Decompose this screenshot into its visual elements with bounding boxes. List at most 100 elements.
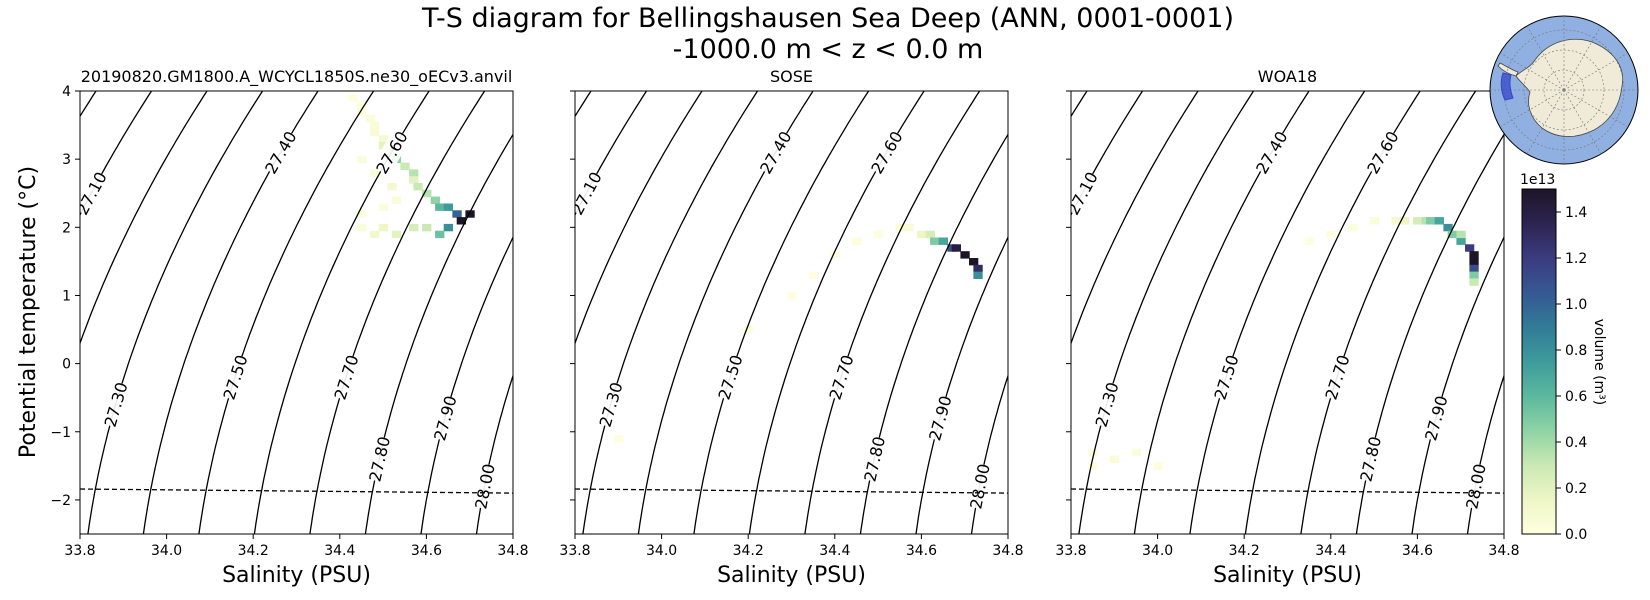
heatmap-cell	[456, 217, 466, 225]
heatmap-cell	[357, 108, 367, 116]
inset-map	[1489, 15, 1639, 165]
heatmap-cell	[378, 223, 389, 232]
panel-2: 27.10 27.30 27.40 27.50 27.60 27.70 27.80 27.90…	[559, 67, 1023, 588]
heatmap-cell	[973, 264, 983, 273]
colorbar-tick-label: 1.2	[1565, 251, 1587, 267]
panel-title: WOA18	[1258, 67, 1317, 86]
panels: 27.10 27.30 27.40 27.50 27.60 27.70 27.80 27.90…	[50, 67, 1519, 588]
colorbar-gradient	[1521, 188, 1557, 535]
contour-label: 27.50	[1210, 353, 1242, 402]
x-axis-label: Salinity (PSU)	[717, 563, 866, 588]
x-tick-label: 34.4	[819, 543, 850, 559]
heatmap-cell	[391, 196, 402, 204]
contour-label: 27.90	[430, 394, 460, 443]
contour-label: 27.70	[330, 353, 362, 402]
heatmap-cell	[357, 223, 367, 232]
contour-label: 27.40	[1252, 128, 1291, 177]
heatmap-cell	[787, 292, 797, 300]
colorbar-tick-label: 0.4	[1565, 435, 1587, 451]
x-tick-label: 33.8	[1055, 543, 1086, 559]
heatmap-cell	[614, 435, 624, 443]
density-contour	[1411, 235, 1504, 534]
heatmap-cell	[917, 230, 927, 239]
antarctica-land	[1515, 38, 1624, 137]
heatmap-cell	[409, 176, 419, 184]
contour-label: 27.10	[1063, 169, 1101, 218]
antarctic-peninsula	[1497, 62, 1519, 77]
heatmap-cell	[1326, 230, 1336, 239]
contour-label: 27.90	[1421, 394, 1451, 443]
contour-label: 27.60	[1363, 128, 1402, 177]
heatmap-cell	[365, 114, 376, 123]
density-contour	[804, 91, 981, 534]
heatmap-cell	[873, 230, 884, 239]
y-tick-label: 0	[62, 357, 71, 373]
density-contour	[575, 91, 703, 346]
y-tick-label: 4	[62, 84, 71, 100]
heatmap-cell	[1110, 455, 1120, 463]
contour-label: 27.80	[1356, 435, 1385, 484]
heatmap-cell	[1456, 237, 1466, 245]
heatmap-cell	[370, 169, 380, 177]
density-contour	[475, 373, 513, 534]
heatmap-cell	[1426, 217, 1436, 225]
freezing-line	[1071, 488, 1504, 494]
plot-frame	[574, 90, 1009, 535]
colorbar-tick-label: 1.0	[1565, 297, 1587, 313]
x-tick-label: 34.0	[646, 543, 677, 559]
heatmap-cell	[465, 210, 475, 218]
heatmap-cell	[925, 230, 935, 239]
density-contour	[198, 91, 375, 534]
y-tick-label: 3	[62, 152, 71, 168]
freezing-line	[80, 488, 513, 494]
density-contour	[575, 91, 648, 217]
heatmap-cell	[422, 223, 432, 232]
x-tick-label: 34.2	[733, 543, 764, 559]
x-axis-label: Salinity (PSU)	[222, 563, 371, 588]
heatmap-cell	[1088, 462, 1098, 470]
x-tick-label: 34.6	[1402, 543, 1433, 559]
contour-label: 27.40	[756, 128, 795, 177]
contour-label: 27.40	[261, 128, 300, 177]
x-tick-label: 34.4	[324, 543, 355, 559]
density-contour	[1071, 91, 1144, 217]
contour-label: 27.10	[567, 169, 605, 218]
density-contour	[1078, 91, 1255, 534]
x-tick-label: 34.2	[238, 543, 269, 559]
plot-frame	[1070, 90, 1505, 535]
contour-label: 27.80	[860, 435, 889, 484]
density-contour	[80, 91, 153, 217]
density-contour	[87, 91, 264, 534]
heatmap-cell	[895, 223, 905, 232]
region-highlight	[1500, 72, 1514, 101]
density-contour	[575, 91, 592, 118]
contour-label: 28.00	[471, 462, 498, 511]
heatmap-cell	[1434, 217, 1444, 225]
contour-label: 28.00	[966, 462, 993, 511]
x-tick-label: 33.8	[64, 543, 95, 559]
x-tick-label: 34.2	[1229, 543, 1260, 559]
heatmap-cell	[370, 128, 380, 136]
density-contour	[970, 373, 1008, 534]
heatmap-cell	[830, 251, 840, 259]
density-contour	[420, 235, 513, 534]
density-contour	[309, 91, 486, 534]
heatmap-cell	[960, 251, 970, 259]
heatmap-cell	[1443, 223, 1453, 232]
density-contour	[693, 91, 870, 534]
heatmap-cell	[1469, 258, 1479, 266]
x-tick-label: 33.8	[559, 543, 590, 559]
heatmap-cell	[378, 203, 389, 211]
x-tick-label: 34.8	[497, 543, 528, 559]
density-contour	[80, 91, 97, 118]
heatmap-cell	[435, 230, 445, 239]
heatmap-cell	[422, 189, 432, 198]
heatmap-cell	[743, 326, 754, 334]
meridian	[1563, 89, 1629, 128]
contour-label: 28.00	[1462, 462, 1489, 511]
x-tick-label: 34.6	[411, 543, 442, 559]
contour-label: 27.50	[714, 353, 746, 402]
colorbar-exponent: 1e13	[1520, 172, 1555, 188]
y-tick-label: 1	[62, 288, 71, 304]
